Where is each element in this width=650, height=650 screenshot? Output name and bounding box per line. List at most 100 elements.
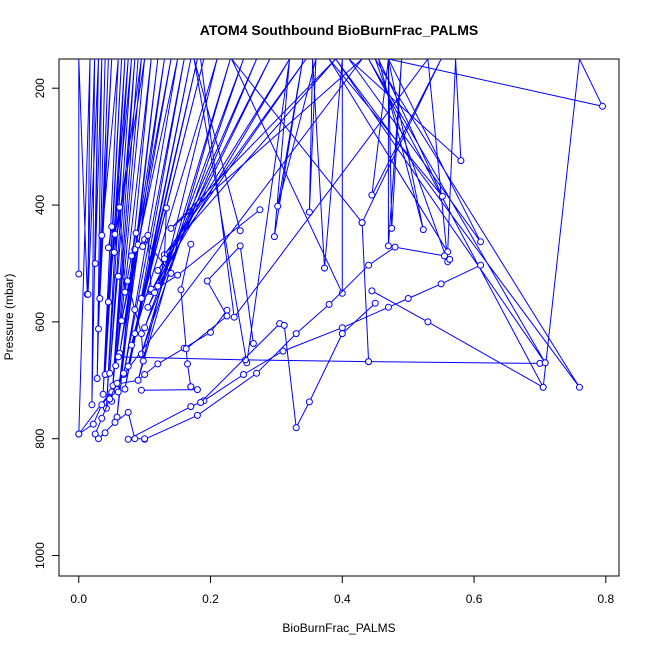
- data-point: [384, 242, 392, 250]
- data-point: [193, 411, 201, 419]
- data-point: [139, 357, 147, 365]
- data-point: [368, 287, 376, 295]
- data-point: [182, 345, 190, 353]
- data-point: [440, 252, 448, 260]
- data-point: [236, 242, 244, 250]
- data-point: [137, 386, 145, 394]
- series-line: [78, 59, 363, 436]
- data-point: [184, 360, 191, 368]
- data-point: [419, 226, 427, 234]
- data-point: [167, 224, 175, 232]
- data-point: [384, 303, 392, 311]
- data-point: [404, 295, 412, 302]
- data-point: [477, 261, 485, 269]
- data-point: [280, 321, 288, 329]
- x-tick-label: 0.4: [334, 592, 351, 606]
- data-point: [131, 330, 139, 338]
- series-line: [144, 246, 450, 440]
- data-point: [111, 230, 119, 238]
- data-point: [95, 435, 102, 443]
- data-point: [111, 418, 119, 426]
- y-tick-label: 800: [33, 428, 47, 448]
- data-point: [84, 290, 92, 298]
- data-point: [124, 435, 132, 443]
- data-point: [98, 401, 106, 409]
- data-point: [365, 358, 373, 366]
- series-line: [200, 302, 376, 430]
- data-point: [137, 330, 145, 338]
- plot-area: [75, 59, 606, 443]
- y-tick-label: 200: [33, 78, 47, 98]
- series-line: [185, 244, 254, 350]
- data-point: [95, 325, 102, 333]
- data-point: [99, 390, 107, 398]
- data-point: [167, 269, 175, 277]
- data-point: [104, 244, 112, 252]
- data-point: [388, 224, 396, 232]
- data-point: [128, 341, 135, 349]
- data-point: [193, 386, 201, 394]
- y-tick-label: 600: [33, 312, 47, 332]
- data-point: [160, 255, 168, 263]
- data-point: [305, 398, 313, 406]
- data-point: [118, 317, 126, 325]
- x-tick-label: 0.0: [70, 592, 87, 606]
- data-point: [187, 403, 195, 411]
- data-point: [274, 202, 282, 210]
- data-point: [177, 286, 185, 294]
- data-point: [144, 231, 152, 239]
- data-point: [292, 424, 300, 432]
- data-point: [106, 395, 114, 403]
- data-point: [292, 330, 300, 338]
- data-point: [438, 192, 446, 200]
- data-point: [114, 388, 122, 396]
- data-point: [236, 227, 244, 235]
- y-axis-label: Pressure (mbar): [2, 274, 16, 361]
- data-point: [187, 240, 195, 248]
- data-point: [424, 318, 432, 326]
- x-tick-label: 0.8: [597, 592, 614, 606]
- data-point: [98, 414, 106, 422]
- data-point: [98, 231, 106, 239]
- data-point: [358, 219, 366, 227]
- data-point: [154, 282, 162, 290]
- y-tick-label: 400: [33, 195, 47, 215]
- data-point: [279, 347, 287, 355]
- data-point: [240, 371, 247, 378]
- data-point: [249, 340, 257, 347]
- data-point: [338, 324, 346, 332]
- data-point: [75, 270, 83, 278]
- data-point: [141, 371, 149, 378]
- data-point: [154, 360, 162, 368]
- x-tick-label: 0.2: [202, 592, 219, 606]
- data-point: [134, 376, 142, 384]
- data-point: [365, 261, 373, 269]
- y-tick-label: 1000: [33, 542, 47, 569]
- data-point: [114, 353, 122, 361]
- data-point: [96, 295, 104, 302]
- data-point: [197, 399, 205, 406]
- data-point: [128, 252, 135, 260]
- data-point: [457, 157, 465, 165]
- data-point: [144, 303, 152, 311]
- plot-frame: [58, 58, 620, 577]
- data-point: [270, 233, 278, 241]
- data-point: [139, 243, 147, 250]
- data-point: [539, 383, 547, 391]
- data-point: [121, 385, 129, 393]
- data-point: [338, 289, 346, 297]
- data-point: [108, 223, 116, 231]
- series-line: [361, 222, 370, 362]
- data-point: [93, 375, 101, 382]
- y-axis: 200 400 600 800 1000: [33, 78, 60, 569]
- data-point: [256, 206, 264, 214]
- data-point: [141, 435, 149, 443]
- data-point: [437, 280, 445, 288]
- data-point: [338, 330, 346, 338]
- data-point: [207, 328, 214, 336]
- x-axis: 0.0 0.2 0.4 0.6 0.8: [70, 575, 614, 606]
- data-point: [325, 300, 333, 308]
- data-point: [162, 204, 170, 212]
- data-point: [141, 324, 149, 332]
